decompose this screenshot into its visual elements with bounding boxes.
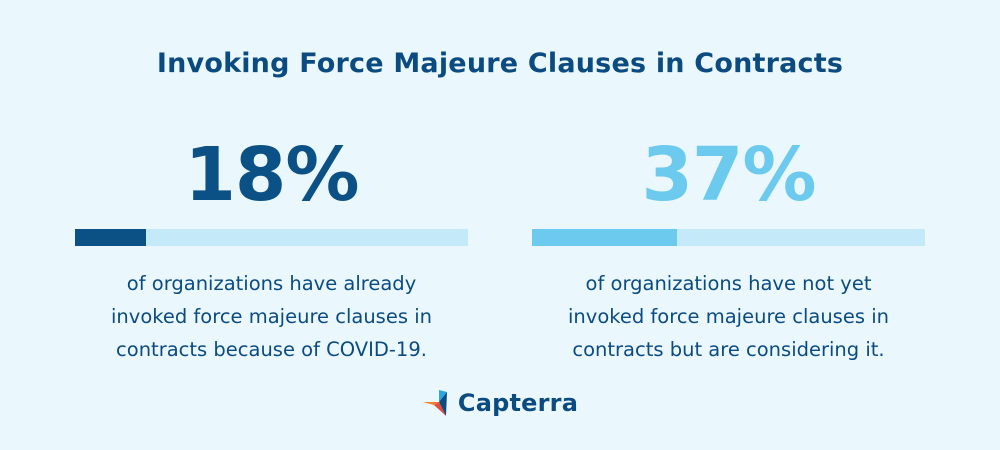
stat-block-already-invoked: 18% of organizations have already invoke… [75,130,468,366]
stat-bar-fill-already-invoked [75,229,146,246]
stat-description-already-invoked: of organizations have already invoked fo… [75,267,468,366]
chart-title: Invoking Force Majeure Clauses in Contra… [156,48,844,79]
stat-value-already-invoked: 18% [184,132,359,218]
stat-block-considering: 37% of organizations have not yet invoke… [532,130,925,366]
stat-description-line: invoked force majeure clauses in [111,305,432,328]
capterra-logo: Capterra [0,388,1000,418]
stat-description-line: contracts but are considering it. [572,338,885,361]
stat-value-considering: 37% [641,132,816,218]
stat-bar-fill-considering [532,229,678,246]
capterra-logo-icon [422,390,447,416]
stat-description-line: of organizations have not yet [585,272,872,295]
stat-description-line: of organizations have already [126,272,417,295]
stat-description-considering: of organizations have not yet invoked fo… [532,267,925,366]
stat-description-line: contracts because of COVID-19. [116,338,427,361]
logo-text: Capterra [457,389,579,417]
stat-description-line: invoked force majeure clauses in [568,305,889,328]
stat-bar-track-already-invoked [75,229,468,246]
stat-bar-track-considering [532,229,925,246]
